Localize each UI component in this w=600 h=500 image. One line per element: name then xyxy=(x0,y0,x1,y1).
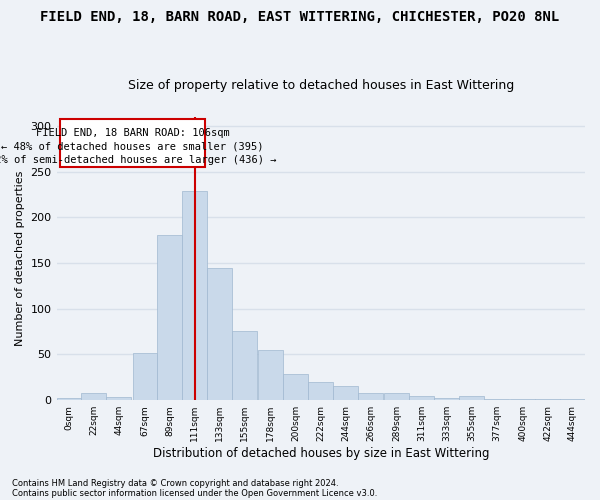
Bar xyxy=(409,396,434,400)
Bar xyxy=(384,393,409,400)
Text: Contains HM Land Registry data © Crown copyright and database right 2024.: Contains HM Land Registry data © Crown c… xyxy=(12,478,338,488)
Bar xyxy=(182,191,208,400)
Bar xyxy=(259,350,283,400)
X-axis label: Distribution of detached houses by size in East Wittering: Distribution of detached houses by size … xyxy=(152,447,489,460)
Text: FIELD END, 18, BARN ROAD, EAST WITTERING, CHICHESTER, PO20 8NL: FIELD END, 18, BARN ROAD, EAST WITTERING… xyxy=(40,10,560,24)
Bar xyxy=(106,396,131,400)
Bar xyxy=(333,386,358,400)
Bar xyxy=(283,374,308,400)
Bar xyxy=(434,398,459,400)
Bar xyxy=(308,382,333,400)
Bar xyxy=(133,352,157,400)
Text: Contains public sector information licensed under the Open Government Licence v3: Contains public sector information licen… xyxy=(12,488,377,498)
Bar xyxy=(232,330,257,400)
Bar xyxy=(157,234,182,400)
Bar xyxy=(358,393,383,400)
Bar xyxy=(208,268,232,400)
Text: FIELD END, 18 BARN ROAD: 106sqm: FIELD END, 18 BARN ROAD: 106sqm xyxy=(35,128,229,138)
Bar xyxy=(56,398,82,400)
Bar xyxy=(82,393,106,400)
Bar xyxy=(459,396,484,400)
Text: 52% of semi-detached houses are larger (436) →: 52% of semi-detached houses are larger (… xyxy=(0,155,276,165)
Text: ← 48% of detached houses are smaller (395): ← 48% of detached houses are smaller (39… xyxy=(1,142,264,152)
Y-axis label: Number of detached properties: Number of detached properties xyxy=(15,171,25,346)
Title: Size of property relative to detached houses in East Wittering: Size of property relative to detached ho… xyxy=(128,79,514,92)
Bar xyxy=(60,118,205,167)
